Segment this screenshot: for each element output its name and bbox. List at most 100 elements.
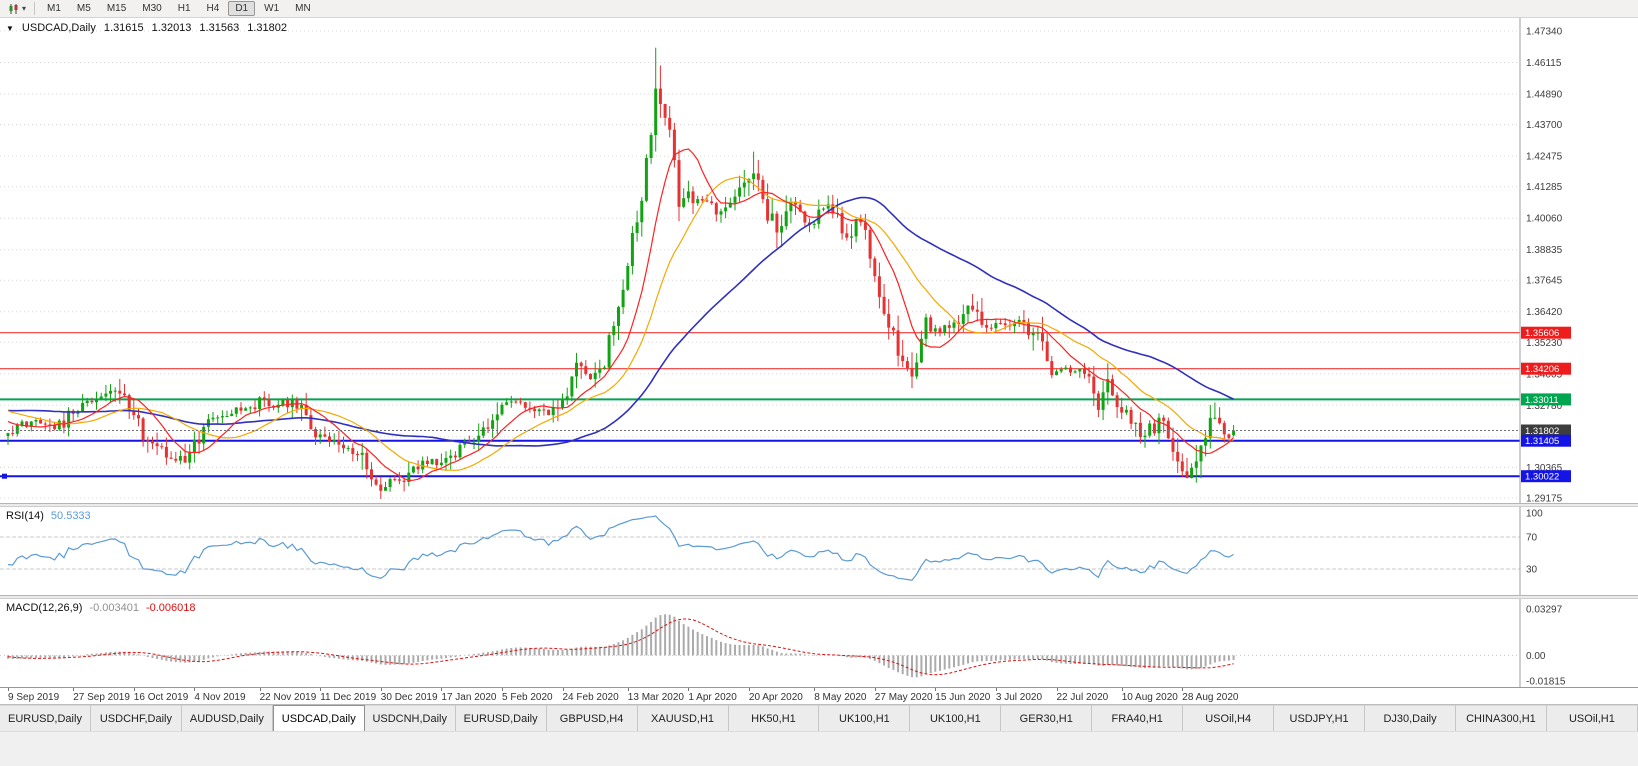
ohlc-open: 1.31615 [103,22,144,34]
bottom-spacer [0,731,1638,766]
date-tick [259,688,261,691]
svg-text:1.47340: 1.47340 [1526,27,1563,38]
date-label: 8 May 2020 [814,692,867,703]
timeframe-h4-button[interactable]: H4 [206,3,220,14]
price-level-badge: 1.30022 [1521,470,1571,483]
ma-fast-line [7,148,1235,482]
date-tick [8,688,9,691]
svg-text:0.03297: 0.03297 [1526,605,1563,616]
macd-signal-value: -0.006018 [145,602,196,614]
timeframe-mn-button[interactable]: MN [295,3,311,14]
chart-tab-hk50-h1[interactable]: HK50,H1 [728,705,820,731]
chart-tab-audusd-daily[interactable]: AUDUSD,Daily [181,705,273,731]
date-tick [874,688,876,691]
collapse-arrow-icon[interactable]: ▼ [6,23,14,33]
line-selection-handle [2,473,7,479]
svg-text:1.46115: 1.46115 [1526,58,1562,69]
date-label: 22 Jul 2020 [1056,692,1109,703]
chart-tab-usoil-h4[interactable]: USOil,H4 [1183,705,1275,731]
date-tick [194,688,196,691]
date-tick [380,688,382,691]
chart-tab-uk100-h1[interactable]: UK100,H1 [819,705,911,731]
date-label: 13 Mar 2020 [627,692,684,703]
horizontal-level-lines[interactable] [0,332,1520,479]
svg-text:30: 30 [1526,565,1538,576]
svg-text:1.38835: 1.38835 [1526,245,1563,256]
price-level-badge: 1.34206 [1521,362,1571,375]
date-tick [502,688,503,691]
timeframe-toolbar: ▾ M1 M5 M15 M30 H1 H4 D1 W1 MN [0,0,1638,18]
ohlc-close: 1.31802 [247,22,287,34]
price-level-badge: 1.33011 [1521,393,1571,406]
price-level-badge: 1.31405 [1521,434,1571,447]
chart-tab-usdcad-daily[interactable]: USDCAD,Daily [272,705,365,731]
macd-chart-canvas[interactable]: 0.03297 0.00 -0.01815 [0,599,1638,687]
main-chart-panel: 1.47340 1.46115 1.44890 1.43700 1.42475 1.412… [0,18,1638,503]
timeframe-d1-button[interactable]: D1 [228,1,256,16]
timeframe-h1-button[interactable]: H1 [177,3,191,14]
svg-text:1.31802: 1.31802 [1525,426,1559,437]
chart-ohlc-header: ▼ USDCAD,Daily 1.31615 1.32013 1.31563 1… [6,22,287,34]
date-tick [1121,688,1123,691]
date-tick [688,688,690,691]
chart-tab-usdcnh-daily[interactable]: USDCNH,Daily [364,705,456,731]
macd-panel: 0.03297 0.00 -0.01815 MACD(12,26,9) -0.003… [0,599,1638,687]
chart-title: USDCAD,Daily [21,22,96,34]
date-label: 5 Feb 2020 [502,692,553,703]
date-tick [814,688,816,691]
date-tick [935,688,937,691]
date-label: 4 Nov 2019 [194,692,246,703]
svg-text:1.34005: 1.34005 [1526,369,1563,380]
chart-tab-china300-h1[interactable]: CHINA300,H1 [1456,705,1547,731]
chart-tab-eurusd-daily[interactable]: EURUSD,Daily [0,705,91,731]
date-label: 11 Dec 2019 [320,692,377,703]
chart-tab-dj30-daily[interactable]: DJ30,Daily [1365,705,1456,731]
chart-type-button[interactable]: ▾ [4,1,29,17]
price-chart-canvas[interactable]: 1.47340 1.46115 1.44890 1.43700 1.42475 1.412… [0,18,1638,503]
ohlc-high: 1.32013 [151,22,192,34]
ma-mid-line [7,176,1234,471]
chart-tab-xauusd-h1[interactable]: XAUUSD,H1 [637,705,729,731]
panel-divider[interactable] [0,595,1638,599]
date-tick [627,688,629,691]
chart-tab-gbpusd-h4[interactable]: GBPUSD,H4 [546,705,638,731]
svg-text:1.41285: 1.41285 [1526,182,1563,193]
date-tick [73,688,75,691]
chart-tab-usdchf-daily[interactable]: USDCHF,Daily [90,705,182,731]
chart-tab-eurusd-daily[interactable]: EURUSD,Daily [455,705,547,731]
date-label: 17 Jan 2020 [441,692,497,703]
svg-text:1.32780: 1.32780 [1526,401,1563,412]
ma-slow-line [7,196,1234,447]
current-price-badge: 1.31802 [1521,424,1571,437]
date-label: 9 Sep 2019 [8,692,60,703]
date-axis[interactable]: 9 Sep 2019 27 Sep 2019 16 Oct 2019 4 Nov 20… [0,687,1638,704]
svg-text:70: 70 [1526,533,1538,544]
panel-divider[interactable] [0,503,1638,507]
timeframe-w1-button[interactable]: W1 [264,3,280,14]
chart-tab-usdjpy-h1[interactable]: USDJPY,H1 [1274,705,1366,731]
macd-signal-line [7,618,1234,676]
timeframe-m30-button[interactable]: M30 [142,3,162,14]
chart-tab-usoil-h1[interactable]: USOil,H1 [1546,705,1638,731]
candles [6,47,1236,499]
timeframe-m1-button[interactable]: M1 [47,3,61,14]
date-label: 3 Jul 2020 [995,692,1043,703]
price-gridlines: 1.47340 1.46115 1.44890 1.43700 1.42475 1.412… [0,27,1563,504]
rsi-chart-canvas[interactable]: 100 70 30 [0,507,1638,595]
date-tick [995,688,997,691]
chart-tab-fra40-h1[interactable]: FRA40,H1 [1092,705,1184,731]
chart-tab-ger30-h1[interactable]: GER30,H1 [1001,705,1093,731]
rsi-header: RSI(14) 50.5333 [6,510,91,522]
date-label: 27 May 2020 [874,692,933,703]
timeframe-m15-button[interactable]: M15 [106,3,127,14]
price-level-badge: 1.35606 [1521,326,1571,339]
svg-text:1.29175: 1.29175 [1526,494,1563,504]
svg-text:1.42475: 1.42475 [1526,152,1563,163]
timeframe-m5-button[interactable]: M5 [76,3,91,14]
svg-text:1.30022: 1.30022 [1525,472,1559,483]
date-tick [441,688,443,691]
macd-label: MACD(12,26,9) [6,602,83,614]
date-label: 22 Nov 2019 [259,692,317,703]
chart-tab-uk100-h1[interactable]: UK100,H1 [910,705,1002,731]
date-label: 24 Feb 2020 [562,692,619,703]
